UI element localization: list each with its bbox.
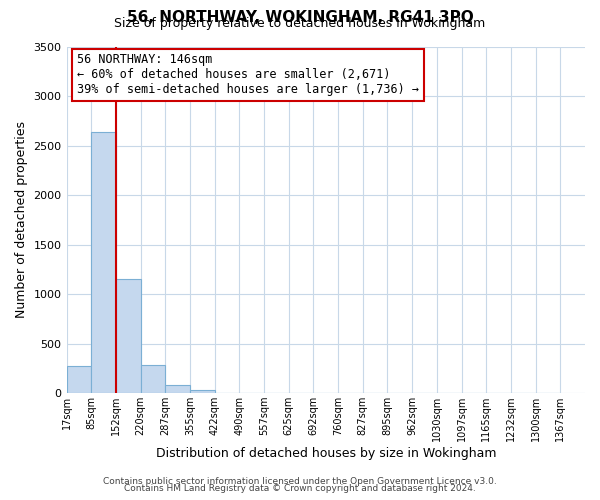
Bar bbox=[140, 365, 165, 393]
Text: Contains HM Land Registry data © Crown copyright and database right 2024.: Contains HM Land Registry data © Crown c… bbox=[124, 484, 476, 493]
Bar bbox=[165, 384, 190, 393]
Bar bbox=[116, 280, 140, 393]
Bar bbox=[190, 390, 215, 393]
Text: 56 NORTHWAY: 146sqm
← 60% of detached houses are smaller (2,671)
39% of semi-det: 56 NORTHWAY: 146sqm ← 60% of detached ho… bbox=[77, 54, 419, 96]
Y-axis label: Number of detached properties: Number of detached properties bbox=[15, 122, 28, 318]
Text: Contains public sector information licensed under the Open Government Licence v3: Contains public sector information licen… bbox=[103, 477, 497, 486]
Bar bbox=[67, 366, 91, 393]
Bar bbox=[91, 132, 116, 393]
Text: Size of property relative to detached houses in Wokingham: Size of property relative to detached ho… bbox=[115, 18, 485, 30]
Text: 56, NORTHWAY, WOKINGHAM, RG41 3PQ: 56, NORTHWAY, WOKINGHAM, RG41 3PQ bbox=[127, 10, 473, 25]
X-axis label: Distribution of detached houses by size in Wokingham: Distribution of detached houses by size … bbox=[155, 447, 496, 460]
